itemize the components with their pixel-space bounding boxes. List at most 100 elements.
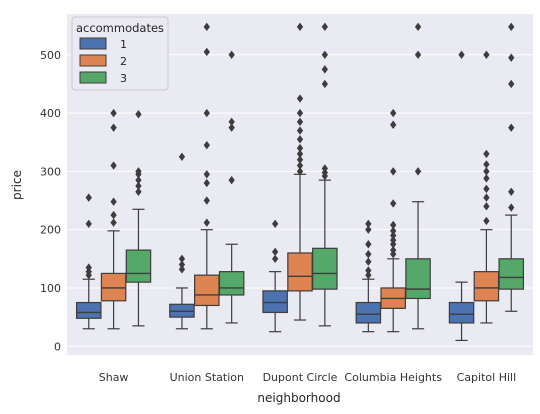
outlier-point — [296, 126, 304, 135]
box-2-series-3 — [312, 22, 338, 327]
x-tick-labels: Shaw Union Station Dupont Circle Columbia H… — [99, 371, 516, 384]
box-iqr — [125, 249, 152, 283]
outlier-point — [296, 149, 304, 159]
outlier-point — [365, 225, 372, 234]
outlier-point — [271, 254, 279, 264]
outlier-point — [110, 161, 117, 170]
outlier-point — [110, 210, 117, 220]
outlier-point — [365, 266, 372, 275]
outlier-point — [458, 50, 465, 60]
outlier-point — [321, 50, 329, 60]
y-tick-label-300: 300 — [40, 165, 61, 178]
legend-swatch-1 — [79, 37, 107, 50]
x-tick-label-3: Columbia Heights — [344, 371, 442, 384]
box-2-series-2 — [287, 22, 313, 321]
outlier-point — [365, 240, 372, 249]
outlier-point — [271, 247, 279, 257]
boxes — [75, 22, 525, 342]
outlier-point — [296, 117, 304, 127]
box-iqr — [312, 247, 338, 290]
outlier-point — [178, 152, 186, 162]
outlier-point — [390, 235, 397, 245]
legend: accommodates 1 2 3 — [71, 16, 169, 91]
outlier-point — [135, 167, 142, 176]
outlier-point — [483, 174, 490, 183]
box-iqr — [355, 301, 382, 324]
legend-label-1: 1 — [120, 38, 127, 51]
y-tick-label-0: 0 — [54, 340, 61, 353]
outlier-point — [296, 108, 304, 118]
outlier-point — [85, 193, 92, 202]
outlier-point — [178, 254, 186, 264]
y-axis-label: price — [10, 170, 24, 200]
outlier-point — [508, 53, 515, 62]
outlier-point — [178, 265, 186, 274]
outlier-point — [365, 270, 372, 280]
box-iqr — [405, 258, 431, 300]
box-1-series-3 — [218, 50, 245, 324]
outlier-point — [414, 167, 422, 176]
outlier-point — [390, 120, 397, 129]
x-tick-label-0: Shaw — [99, 371, 129, 384]
outlier-point — [228, 50, 235, 60]
box-iqr — [498, 258, 525, 290]
box-iqr — [262, 290, 288, 314]
outlier-point — [228, 117, 235, 127]
legend-label-2: 2 — [120, 55, 127, 68]
box-3-series-1 — [355, 219, 382, 333]
box-iqr — [75, 301, 102, 319]
outlier-point — [203, 178, 210, 188]
box-0-series-2 — [100, 108, 127, 330]
outlier-point — [296, 22, 304, 32]
outlier-point — [508, 22, 515, 32]
outlier-point — [321, 22, 329, 32]
outlier-point — [483, 149, 490, 159]
outlier-point — [178, 260, 186, 269]
legend-title: accommodates — [76, 21, 164, 35]
outlier-point — [390, 231, 397, 240]
box-3-series-3 — [405, 22, 431, 330]
outlier-point — [110, 123, 117, 132]
x-tick-label-1: Union Station — [170, 371, 244, 384]
x-axis-label: neighborhood — [257, 391, 340, 405]
box-0-series-3 — [125, 110, 152, 327]
outlier-point — [483, 160, 490, 169]
y-tick-label-100: 100 — [40, 282, 61, 295]
outlier-point — [321, 79, 329, 89]
box-iqr — [448, 301, 475, 324]
outlier-point — [483, 202, 490, 211]
outlier-point — [85, 263, 92, 272]
box-iqr — [194, 274, 220, 307]
outlier-point — [203, 22, 210, 32]
box-1-series-2 — [194, 22, 220, 330]
outlier-point — [110, 197, 117, 206]
outlier-point — [296, 167, 304, 176]
outlier-point — [135, 181, 142, 191]
box-4-series-2 — [473, 50, 500, 324]
outlier-point — [365, 249, 372, 259]
outlier-point — [390, 167, 397, 176]
outlier-point — [203, 108, 210, 118]
outlier-point — [390, 245, 397, 255]
outlier-point — [414, 22, 422, 32]
outlier-point — [110, 218, 117, 227]
outlier-point — [321, 65, 329, 74]
box-4-series-3 — [498, 22, 525, 312]
outlier-point — [296, 143, 304, 153]
legend-items: 1 2 3 — [79, 37, 127, 85]
outlier-point — [508, 79, 515, 89]
outlier-point — [296, 155, 304, 164]
box-0-series-1 — [75, 193, 102, 330]
box-3-series-2 — [380, 108, 406, 333]
outlier-point — [390, 199, 397, 208]
y-tick-label-400: 400 — [40, 107, 61, 120]
x-tick-label-4: Capitol Hill — [457, 371, 517, 384]
box-iqr — [218, 271, 245, 296]
y-tick-label-500: 500 — [40, 49, 61, 62]
outlier-point — [135, 175, 142, 185]
outlier-point — [390, 226, 397, 236]
outlier-point — [228, 123, 235, 132]
outlier-point — [203, 218, 210, 227]
y-tick-labels: 0 100 200 300 400 500 — [40, 49, 61, 353]
box-iqr — [473, 271, 500, 302]
